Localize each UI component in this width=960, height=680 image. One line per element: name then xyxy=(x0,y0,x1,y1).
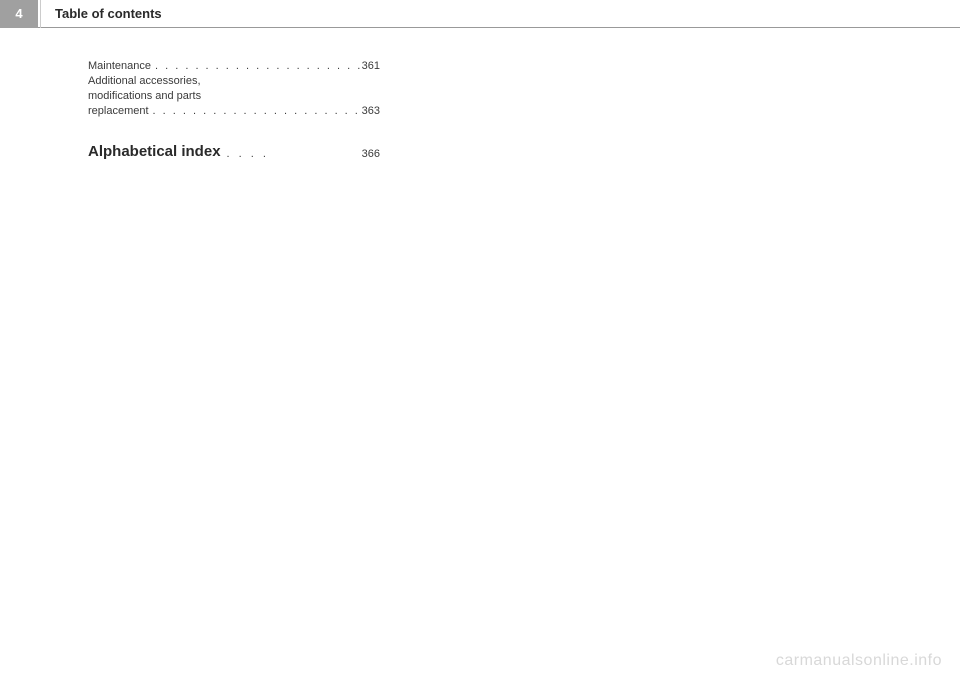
header-title: Table of contents xyxy=(41,6,162,21)
toc-page: 361 xyxy=(362,60,380,72)
toc-label: replacement xyxy=(88,104,149,119)
toc-last-line: replacement . . . . . . . . . . . . . . … xyxy=(88,104,380,119)
page-number: 4 xyxy=(0,0,38,28)
toc-dots: . . . . . . . . . . . . . . . . . . . . … xyxy=(149,104,362,119)
page-header: 4 Table of contents xyxy=(0,0,960,28)
toc-page: 363 xyxy=(362,104,380,119)
toc-entry-maintenance: Maintenance . . . . . . . . . . . . . . … xyxy=(88,60,380,72)
index-dots: . . . . xyxy=(221,148,362,160)
toc-entry-accessories: Additional accessories, modifications an… xyxy=(88,74,380,119)
index-section: Alphabetical index . . . . 366 xyxy=(88,143,380,160)
watermark: carmanualsonline.info xyxy=(776,652,942,670)
toc-label: Maintenance xyxy=(88,60,151,72)
toc-label-line1: Additional accessories, xyxy=(88,74,380,89)
toc-content: Maintenance . . . . . . . . . . . . . . … xyxy=(0,28,380,160)
toc-label-line2: modifications and parts xyxy=(88,89,380,104)
index-page: 366 xyxy=(362,148,380,160)
toc-dots: . . . . . . . . . . . . . . . . . . . . … xyxy=(151,60,362,72)
index-title: Alphabetical index xyxy=(88,143,221,160)
